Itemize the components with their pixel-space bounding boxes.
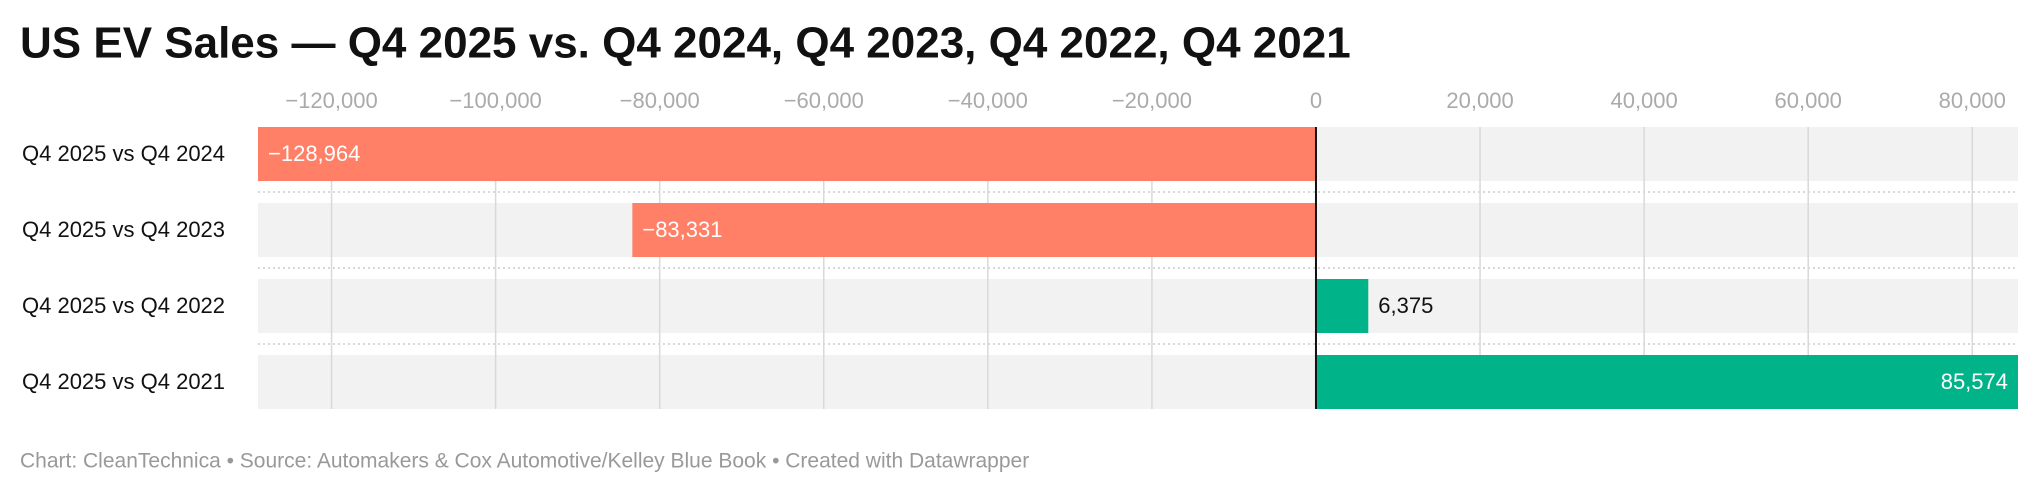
x-tick-label: −60,000 bbox=[784, 88, 864, 113]
source-note: Chart: CleanTechnica • Source: Automaker… bbox=[20, 450, 1029, 473]
x-tick-label: −80,000 bbox=[620, 88, 700, 113]
x-tick-label: 60,000 bbox=[1775, 88, 1842, 113]
bar bbox=[632, 203, 1316, 257]
chart-title: US EV Sales — Q4 2025 vs. Q4 2024, Q4 20… bbox=[20, 19, 1351, 68]
value-label: 85,574 bbox=[1941, 369, 2008, 394]
x-tick-label: 40,000 bbox=[1610, 88, 1677, 113]
bar bbox=[258, 127, 1316, 181]
y-tick-label: Q4 2025 vs Q4 2024 bbox=[22, 141, 225, 166]
x-tick-label: 20,000 bbox=[1446, 88, 1513, 113]
row-background bbox=[258, 279, 2018, 333]
x-tick-label: −120,000 bbox=[285, 88, 377, 113]
value-label: −83,331 bbox=[642, 217, 722, 242]
bar bbox=[1315, 279, 1369, 333]
x-tick-label: −100,000 bbox=[449, 88, 541, 113]
value-label: 6,375 bbox=[1378, 293, 1433, 318]
y-tick-label: Q4 2025 vs Q4 2021 bbox=[22, 369, 225, 394]
x-tick-label: 80,000 bbox=[1939, 88, 2006, 113]
x-tick-label: 0 bbox=[1310, 88, 1322, 113]
value-label: −128,964 bbox=[268, 141, 360, 166]
bar bbox=[1315, 355, 2018, 409]
y-tick-label: Q4 2025 vs Q4 2022 bbox=[22, 293, 225, 318]
y-tick-label: Q4 2025 vs Q4 2023 bbox=[22, 217, 225, 242]
x-tick-label: −20,000 bbox=[1112, 88, 1192, 113]
x-tick-label: −40,000 bbox=[948, 88, 1028, 113]
